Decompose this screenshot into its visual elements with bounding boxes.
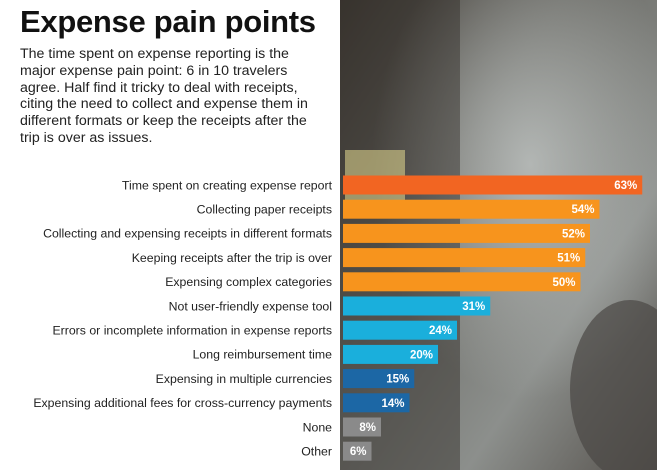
bar	[343, 417, 381, 437]
category-label: Expensing additional fees for cross-curr…	[33, 396, 332, 410]
bar	[343, 296, 491, 316]
value-label: 51%	[557, 253, 580, 265]
subtitle: The time spent on expense reporting is t…	[20, 46, 308, 146]
category-label: Collecting paper receipts	[197, 202, 332, 216]
value-label: 31%	[462, 301, 485, 313]
value-label: 50%	[552, 277, 575, 289]
category-label: Expensing complex categories	[165, 275, 332, 289]
category-label: Expensing in multiple currencies	[156, 372, 332, 386]
bar	[343, 441, 372, 461]
bar	[343, 393, 410, 413]
category-label: Collecting and expensing receipts in dif…	[43, 227, 332, 241]
bar	[343, 248, 586, 268]
value-label: 6%	[350, 446, 367, 458]
value-label: 54%	[571, 204, 594, 216]
value-label: 24%	[429, 325, 452, 337]
bar	[343, 344, 438, 364]
value-label: 15%	[386, 374, 409, 386]
category-label: Other	[301, 444, 332, 458]
value-label: 20%	[410, 349, 433, 361]
category-label: Errors or incomplete information in expe…	[52, 323, 332, 337]
category-label: Keeping receipts after the trip is over	[132, 251, 332, 265]
value-label: 63%	[614, 180, 637, 192]
value-label: 52%	[562, 228, 585, 240]
bar	[343, 175, 643, 195]
value-label: 14%	[381, 398, 404, 410]
title: Expense pain points	[20, 4, 316, 39]
bar	[343, 223, 590, 243]
category-label: Time spent on creating expense report	[122, 178, 333, 192]
bar	[343, 369, 415, 389]
category-label: Not user-friendly expense tool	[169, 299, 332, 313]
value-label: 8%	[359, 422, 376, 434]
bar	[343, 320, 457, 340]
bar	[343, 199, 600, 219]
bar	[343, 272, 581, 292]
category-label: None	[303, 420, 333, 434]
category-label: Long reimbursement time	[193, 348, 333, 362]
